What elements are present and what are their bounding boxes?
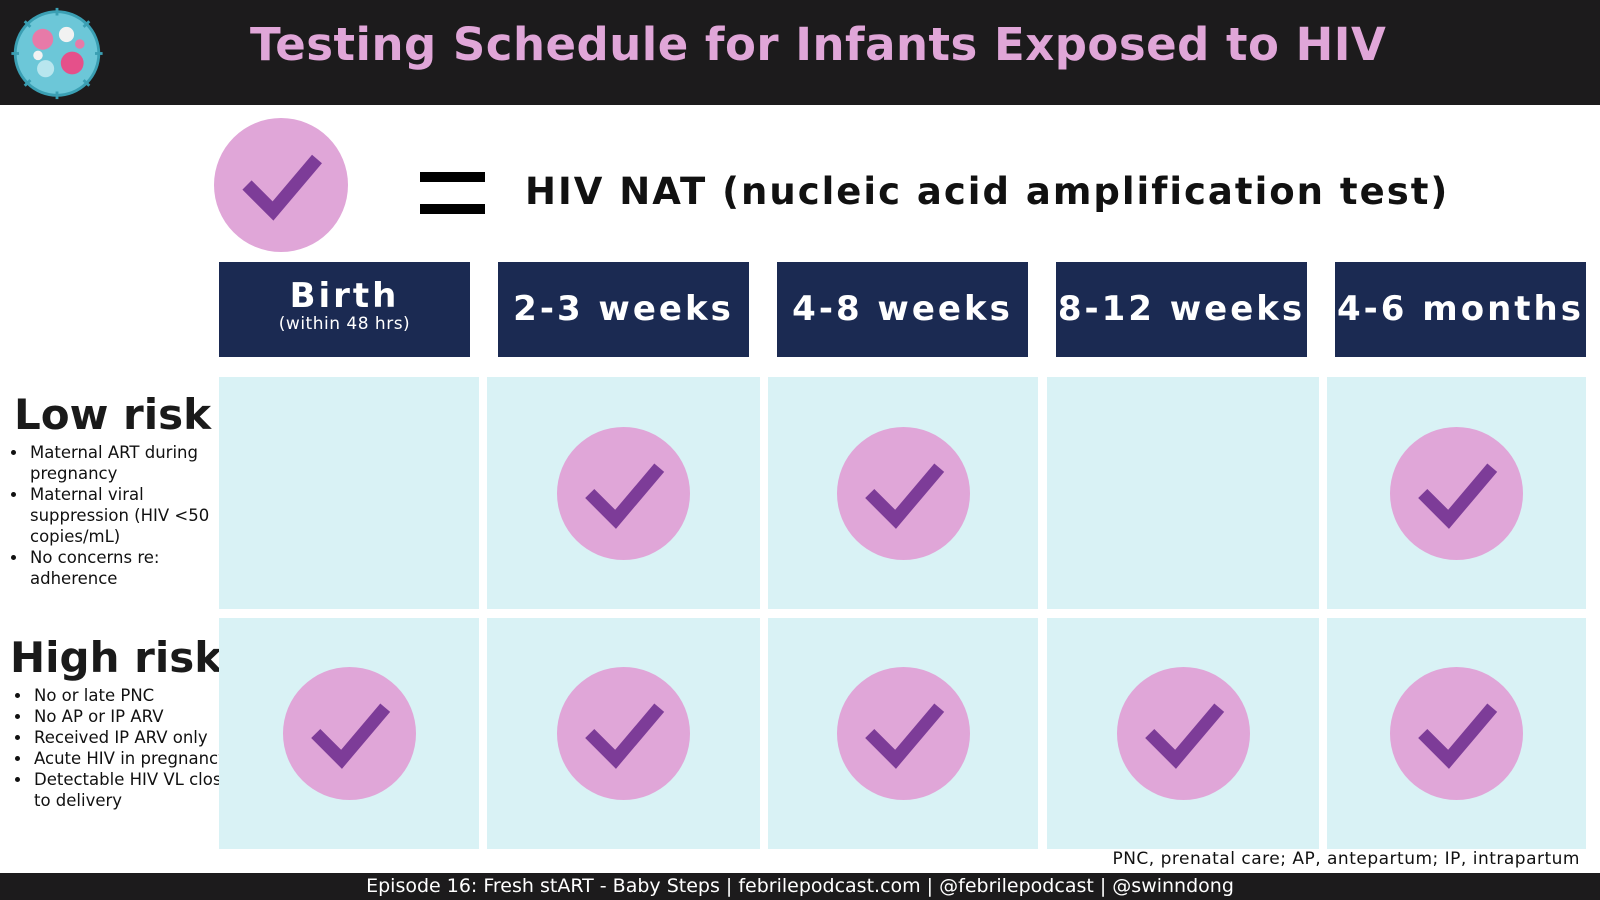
row-title: Low risk xyxy=(14,390,212,439)
criteria-item: Maternal ART during pregnancy xyxy=(28,442,228,484)
check-circle-icon xyxy=(1389,666,1524,801)
check-circle-icon xyxy=(214,118,348,252)
schedule-cell xyxy=(1327,377,1586,609)
schedule-cell xyxy=(1327,618,1586,849)
criteria-list: No or late PNC No AP or IP ARV Received … xyxy=(10,685,232,811)
column-header-label: Birth xyxy=(289,276,400,316)
podcast-logo-icon xyxy=(11,7,103,100)
column-header-sublabel: (within 48 hrs) xyxy=(278,314,411,334)
legend-text: HIV NAT (nucleic acid amplification test… xyxy=(525,170,1450,213)
schedule-cell xyxy=(1047,377,1319,609)
row-title: High risk xyxy=(10,633,223,682)
check-circle-icon xyxy=(836,426,971,561)
criteria-item: No concerns re: adherence xyxy=(28,547,228,589)
schedule-cell xyxy=(487,618,760,849)
column-header-label: 4-6 months xyxy=(1337,289,1584,329)
criteria-item: Maternal viral suppression (HIV <50 copi… xyxy=(28,484,228,547)
criteria-item: No or late PNC xyxy=(32,685,232,706)
check-circle-icon xyxy=(1389,426,1524,561)
schedule-cell xyxy=(768,377,1038,609)
criteria-item: Received IP ARV only xyxy=(32,727,232,748)
column-header-label: 2-3 weeks xyxy=(513,289,734,329)
check-circle-icon xyxy=(556,666,691,801)
check-circle-icon xyxy=(1116,666,1251,801)
check-circle-icon xyxy=(556,426,691,561)
check-circle-icon xyxy=(836,666,971,801)
column-header-label: 8-12 weeks xyxy=(1057,289,1306,329)
column-header-birth: Birth (within 48 hrs) xyxy=(219,262,470,357)
schedule-cell xyxy=(1047,618,1319,849)
column-header-2-3-weeks: 2-3 weeks xyxy=(498,262,749,357)
schedule-cell xyxy=(219,377,479,609)
check-circle-icon xyxy=(282,666,417,801)
column-header-label: 4-8 weeks xyxy=(792,289,1013,329)
criteria-item: Acute HIV in pregnancy xyxy=(32,748,232,769)
equals-sign xyxy=(420,172,485,214)
schedule-cell xyxy=(487,377,760,609)
header-bar: Testing Schedule for Infants Exposed to … xyxy=(0,0,1600,105)
schedule-cell xyxy=(219,618,479,849)
column-header-4-6-months: 4-6 months xyxy=(1335,262,1586,357)
criteria-item: No AP or IP ARV xyxy=(32,706,232,727)
schedule-cell xyxy=(768,618,1038,849)
column-header-4-8-weeks: 4-8 weeks xyxy=(777,262,1028,357)
footer-bar: Episode 16: Fresh stART - Baby Steps | f… xyxy=(0,873,1600,900)
criteria-item: Detectable HIV VL close to delivery xyxy=(32,769,232,811)
column-header-8-12-weeks: 8-12 weeks xyxy=(1056,262,1307,357)
abbreviation-footnote: PNC, prenatal care; AP, antepartum; IP, … xyxy=(1112,849,1580,869)
page-title: Testing Schedule for Infants Exposed to … xyxy=(250,18,1387,71)
criteria-list: Maternal ART during pregnancy Maternal v… xyxy=(6,442,228,589)
